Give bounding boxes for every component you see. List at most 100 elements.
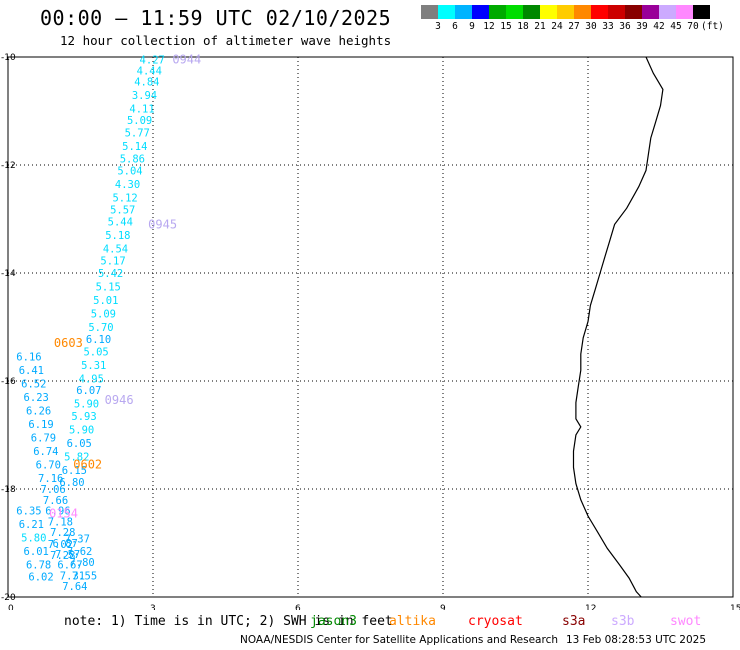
wave-height-label: 7.28	[50, 527, 75, 539]
scale-swatch	[506, 5, 523, 19]
scale-swatch	[472, 5, 489, 19]
wave-height-label: 6.52	[21, 379, 46, 391]
scale-label: 27	[568, 21, 580, 32]
scale-label: 42	[653, 21, 665, 32]
wave-height-label: 5.80	[21, 533, 46, 545]
scale-label: 39	[636, 21, 648, 32]
scale-label: 45	[670, 21, 682, 32]
credit-text: NOAA/NESDIS Center for Satellite Applica…	[240, 634, 558, 646]
legend-s3b: s3b	[611, 614, 635, 629]
wave-height-label: 5.05	[83, 346, 108, 358]
pass-time-label: 0603	[54, 336, 83, 350]
wave-height-label: 5.93	[71, 411, 96, 423]
legend-jason3: jason3	[310, 614, 357, 629]
scale-swatch	[625, 5, 642, 19]
page-title: 00:00 – 11:59 UTC 02/10/2025	[40, 6, 392, 30]
wave-height-label: 5.44	[108, 217, 133, 229]
coastline	[572, 56, 664, 598]
wave-height-label: 7.18	[48, 516, 73, 528]
x-tick-label: 6	[295, 604, 301, 610]
y-tick-label: -20	[1, 593, 16, 603]
wave-height-label: 5.09	[127, 115, 152, 127]
pass-time-label: 0945	[148, 217, 177, 231]
wave-height-label: 5.31	[81, 360, 106, 372]
scale-swatch	[642, 5, 659, 19]
scale-label: 18	[517, 21, 529, 32]
wave-height-label: 6.79	[31, 433, 56, 445]
wave-height-label: 6.02	[28, 571, 53, 583]
scale-swatch	[489, 5, 506, 19]
x-tick-label: 9	[440, 604, 446, 610]
scale-swatch	[421, 5, 438, 19]
wave-height-label: 6.96	[45, 506, 70, 518]
wave-height-label: 4.27	[140, 55, 165, 67]
wave-height-label: 4.54	[103, 244, 128, 256]
scale-swatch	[540, 5, 557, 19]
page-subtitle: 12 hour collection of altimeter wave hei…	[60, 33, 392, 48]
wave-height-label: 6.01	[24, 546, 49, 558]
wave-height-label: 5.90	[74, 399, 99, 411]
scale-swatch	[591, 5, 608, 19]
wave-height-label: 6.19	[28, 419, 53, 431]
scale-swatch	[438, 5, 455, 19]
wave-height-label: 7.16	[38, 473, 63, 485]
pass-time-label: 0602	[73, 458, 102, 472]
scale-label: 36	[619, 21, 631, 32]
wave-height-label: 7.06	[40, 484, 65, 496]
wave-height-label: 3.94	[132, 90, 157, 102]
x-tick-label: 3	[150, 604, 156, 610]
wave-height-label: 5.77	[125, 128, 150, 140]
scale-swatch	[523, 5, 540, 19]
scale-label: 30	[585, 21, 597, 32]
wave-height-label: 7.28	[50, 550, 75, 562]
wave-height-label: 7.37	[65, 534, 90, 546]
wave-height-label: 6.41	[19, 365, 44, 377]
scale-swatch	[455, 5, 472, 19]
wave-height-label: 4.11	[129, 103, 154, 115]
wave-height-label: 7.55	[72, 570, 97, 582]
wave-height-label: 6.21	[19, 519, 44, 531]
wave-height-label: 7.80	[69, 557, 94, 569]
wave-height-label: 5.82	[64, 452, 89, 464]
wave-height-label: 4.30	[115, 179, 140, 191]
y-tick-label: -12	[1, 161, 16, 171]
wave-height-label: 5.15	[96, 282, 121, 294]
wave-height-label: 5.14	[122, 141, 147, 153]
scale-label: 33	[602, 21, 614, 32]
scale-label: 70	[687, 21, 699, 32]
wave-height-label: 6.70	[36, 460, 61, 472]
wave-height-label: 6.15	[62, 465, 87, 477]
wave-height-label: 5.04	[117, 165, 142, 177]
scale-label: 24	[551, 21, 563, 32]
wave-height-label: 5.90	[69, 425, 94, 437]
wave-height-label: 5.01	[93, 295, 118, 307]
legend-swot: swot	[670, 614, 702, 629]
wave-height-label: 5.17	[100, 256, 125, 268]
wave-height-label: 4.44	[137, 66, 162, 78]
pass-time-label: 0154	[49, 506, 78, 520]
scale-label: 12	[483, 21, 495, 32]
x-tick-label: 12	[585, 604, 596, 610]
wave-height-label: 6.87	[53, 538, 78, 550]
scale-swatch	[659, 5, 676, 19]
scale-unit: (ft)	[701, 21, 724, 32]
wave-height-label: 6.67	[57, 560, 82, 572]
wave-height-label: 6.10	[86, 334, 111, 346]
y-tick-label: -10	[1, 53, 16, 63]
wave-height-label: 6.07	[76, 385, 101, 397]
y-tick-label: -16	[1, 377, 16, 387]
wave-height-label: 7.66	[43, 495, 68, 507]
x-tick-label: 15	[730, 604, 740, 610]
scale-swatch	[557, 5, 574, 19]
wave-height-label: 5.12	[112, 192, 137, 204]
wave-height-label: 5.86	[120, 154, 145, 166]
wave-height-label: 7.64	[62, 581, 87, 593]
wave-height-label: 6.05	[67, 438, 92, 450]
wave-height-label: 7.62	[67, 546, 92, 558]
wave-height-label: 5.57	[110, 204, 135, 216]
y-tick-label: -18	[1, 485, 16, 495]
wave-height-label: 6.78	[26, 560, 51, 572]
footer-note: note: 1) Time is in UTC; 2) SWH is in fe…	[64, 614, 393, 629]
wave-height-label: 6.23	[24, 392, 49, 404]
scale-label: 15	[500, 21, 512, 32]
